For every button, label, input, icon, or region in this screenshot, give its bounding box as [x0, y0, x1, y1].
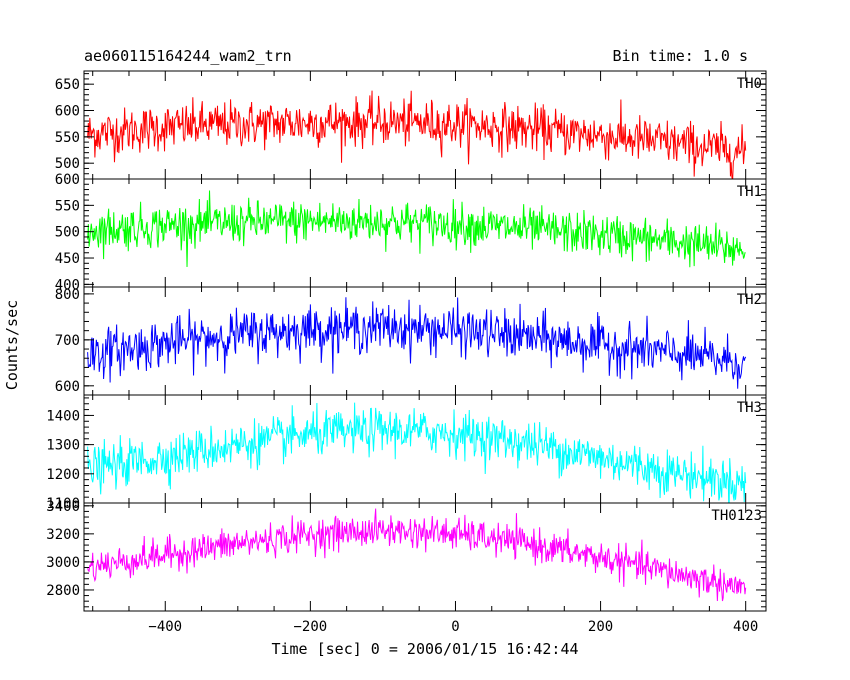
x-tick-label: 0	[451, 619, 459, 635]
y-tick-label: 1200	[46, 467, 80, 483]
y-tick-label: 500	[55, 156, 80, 172]
y-tick-label: 550	[55, 198, 80, 214]
x-axis-label: Time [sec] 0 = 2006/01/15 16:42:44	[271, 640, 578, 658]
series-line-th1	[87, 190, 746, 268]
panel-label-th3: TH3	[737, 400, 762, 416]
x-tick-label: 400	[733, 619, 758, 635]
y-tick-label: 3400	[46, 499, 80, 515]
x-tick-label: −400	[148, 619, 182, 635]
series-line-th3	[87, 402, 747, 503]
y-tick-label: 700	[55, 333, 80, 349]
panel-label-th2: TH2	[737, 292, 762, 308]
series-line-th0	[87, 90, 747, 179]
panels-group: 500 550 600 650 TH0 400 450 500 550 600 TH1 600 700 8…	[46, 70, 767, 612]
y-tick-label: 3000	[46, 555, 80, 571]
y-tick-label: 600	[55, 172, 80, 188]
series-line-th0123	[87, 508, 747, 602]
panel-frame	[83, 286, 767, 396]
y-tick-label: 600	[55, 104, 80, 120]
panel-th2: 600 700 800 TH2	[55, 286, 767, 396]
series-line-th2	[87, 297, 747, 389]
y-tick-label: 1300	[46, 438, 80, 454]
y-tick-label: 450	[55, 251, 80, 267]
panel-frame	[83, 502, 767, 612]
x-tick-label: 200	[588, 619, 613, 635]
y-tick-label: 500	[55, 225, 80, 241]
panel-th1: 400 450 500 550 600 TH1	[55, 172, 767, 293]
y-tick-label: 550	[55, 130, 80, 146]
y-tick-label: 1400	[46, 408, 80, 424]
x-tick-labels: −400 −200 0 200 400	[148, 619, 758, 635]
x-tick-label: −200	[294, 619, 328, 635]
y-tick-label: 600	[55, 379, 80, 395]
y-tick-label: 1100	[46, 496, 80, 512]
y-axis-label: Counts/sec	[3, 300, 21, 390]
y-tick-label: 800	[55, 287, 80, 303]
y-tick-label: 650	[55, 77, 80, 93]
panel-label-th1: TH1	[737, 184, 762, 200]
chart-title: ae060115164244_wam2_trn	[84, 47, 292, 65]
panel-label-th0123: TH0123	[711, 508, 762, 524]
y-tick-label: 400	[55, 277, 80, 293]
panel-th0123: 2800 3000 3200 3400 TH0123	[46, 499, 767, 612]
y-tick-label: 2800	[46, 583, 80, 599]
bin-time-label: Bin time: 1.0 s	[613, 47, 748, 65]
panel-th3: 1100 1200 1300 1400 TH3	[46, 394, 767, 512]
y-tick-label: 3200	[46, 527, 80, 543]
panel-th0: 500 550 600 650 TH0	[55, 70, 767, 180]
panel-label-th0: TH0	[737, 76, 762, 92]
